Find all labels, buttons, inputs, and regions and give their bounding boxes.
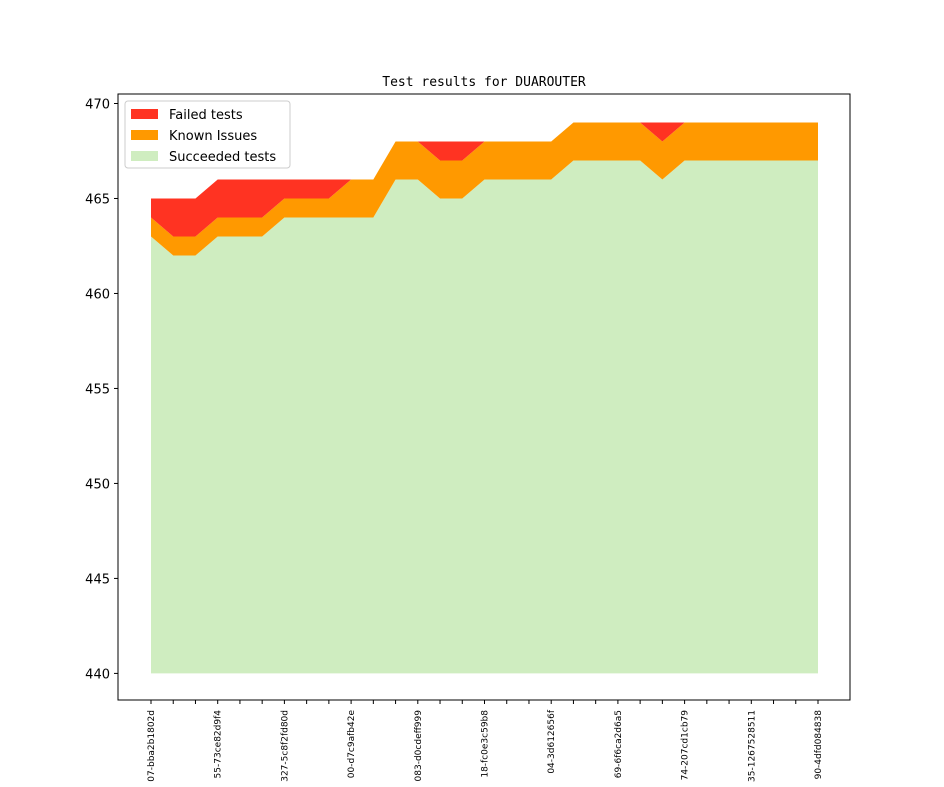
area: [151, 122, 818, 256]
chart-title: Test results for DUAROUTER: [382, 75, 586, 90]
y-tick-label: 445: [85, 572, 110, 587]
area: [151, 122, 818, 237]
x-tick-label: 04-3d612656f: [547, 709, 557, 773]
x-tick-label: 69-6f6ca2d6a5: [614, 710, 624, 778]
legend-swatch: [131, 130, 158, 140]
legend-label: Failed tests: [169, 108, 243, 123]
x-tick-label: 74-207cd1cb79: [681, 710, 691, 781]
y-tick-label: 470: [85, 97, 110, 112]
y-tick-label: 450: [85, 477, 110, 492]
x-tick-label: 07-bba2b1802d: [147, 710, 157, 782]
legend-label: Known Issues: [169, 129, 257, 144]
legend-swatch: [131, 151, 158, 161]
y-tick-label: 455: [85, 382, 110, 397]
legend: Failed tests Known Issues Succeeded tests: [124, 100, 291, 169]
x-tick-label: 00-d7c9afb42e: [347, 710, 357, 779]
area: [151, 160, 818, 674]
x-tick-label: 35-1267528511: [747, 710, 757, 782]
x-tick-label: 327-5c8f2fd80d: [280, 710, 290, 782]
legend-label: Succeeded tests: [169, 150, 276, 165]
x-tick-label: 18-fc0e3c59b8: [481, 710, 491, 778]
x-tick-label: 55-73ce82d9f4: [214, 710, 224, 779]
y-tick-label: 440: [85, 667, 110, 682]
x-tick-label: 90-4dfd084838: [814, 710, 824, 780]
y-tick-label: 460: [85, 287, 110, 302]
y-tick-label: 465: [85, 192, 110, 207]
legend-swatch: [131, 109, 158, 119]
x-tick-label: 083-d0cdeff999: [414, 710, 424, 782]
legend-box: [124, 100, 291, 169]
